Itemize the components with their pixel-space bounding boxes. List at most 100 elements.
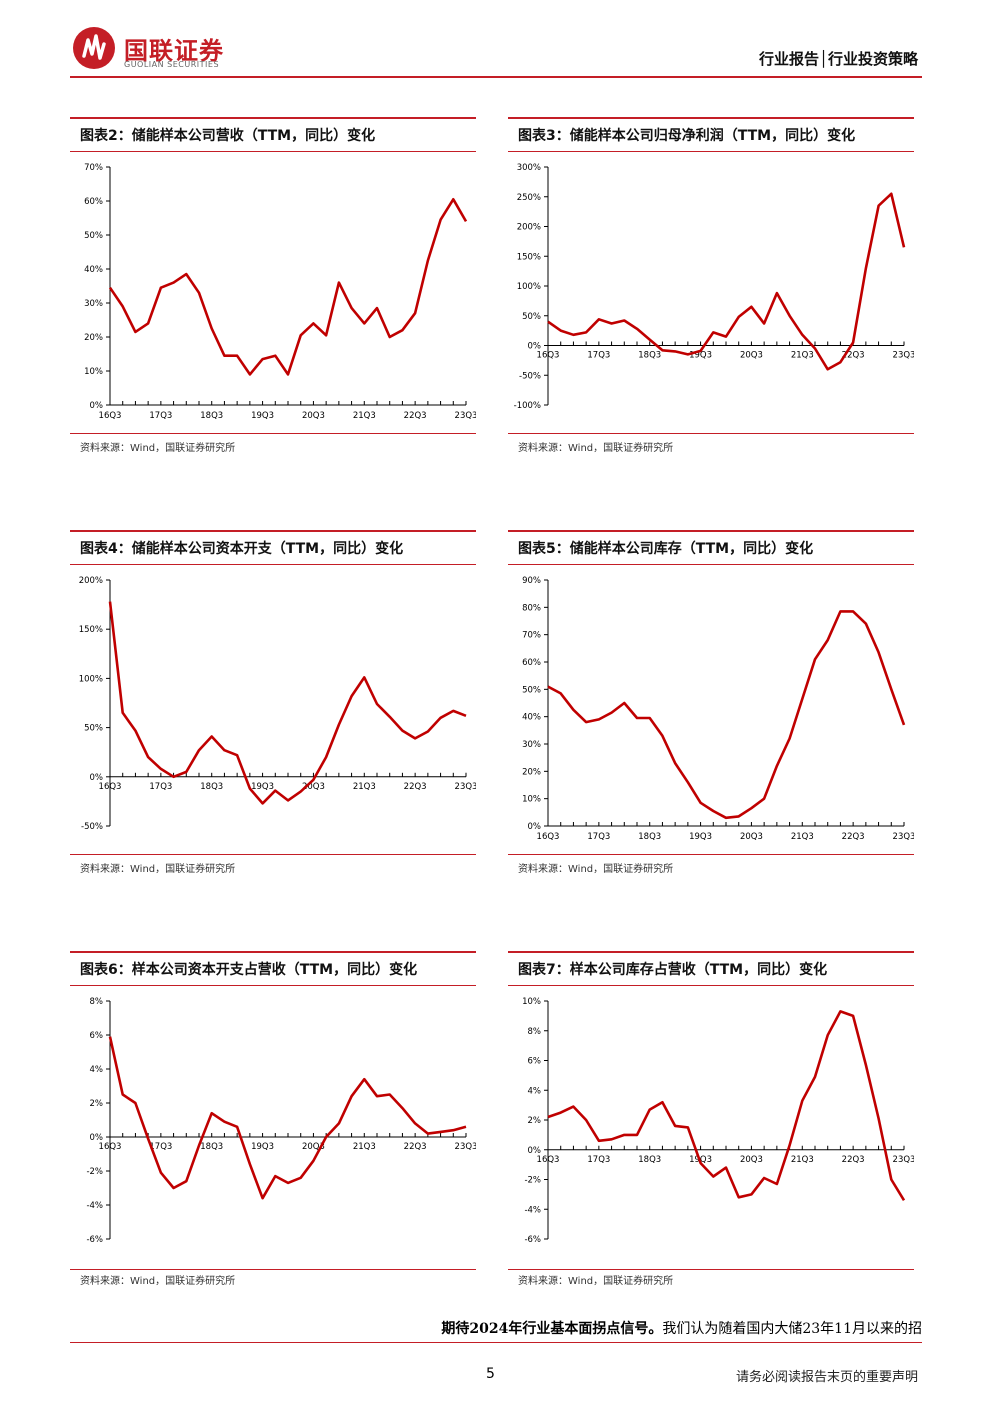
y-tick-label: -4% [86,1201,103,1211]
panel-source-rule [508,854,914,855]
x-tick-label: 20Q3 [740,832,763,842]
x-tick-label: 21Q3 [791,1155,814,1165]
y-tick-label: 0% [528,342,542,352]
x-tick-label: 21Q3 [791,832,814,842]
y-tick-label: 0% [90,401,104,411]
x-tick-label: 19Q3 [251,1142,274,1152]
x-tick-label: 17Q3 [587,1155,610,1165]
panel-source-rule [70,1269,476,1270]
panel-source-rule [70,854,476,855]
x-tick-label: 16Q3 [99,411,122,421]
x-tick-label: 18Q3 [200,1142,223,1152]
y-tick-label: 4% [90,1065,104,1075]
logo-english-name: GUOLIAN SECURITIES [124,60,220,69]
y-tick-label: 10% [522,795,541,805]
y-tick-label: -100% [514,401,541,411]
guolian-logo-icon [73,27,115,69]
x-tick-label: 23Q3 [893,351,914,361]
y-tick-label: 8% [90,997,104,1007]
x-tick-label: 20Q3 [740,351,763,361]
x-tick-label: 22Q3 [842,832,865,842]
chart-source: 资料来源：Wind，国联证券研究所 [518,1276,674,1287]
panel-top-rule [70,117,476,119]
chart-source: 资料来源：Wind，国联证券研究所 [518,443,674,454]
body-normal-text: 我们认为随着国内大储23年11月以来的招 [662,1321,922,1337]
y-tick-label: 10% [84,367,103,377]
page-number: 5 [486,1366,495,1382]
x-tick-label: 18Q3 [638,351,661,361]
series-line [108,601,467,805]
y-tick-label: -50% [519,371,541,381]
chart-capex-to-revenue: -6% -4% -2% 0% 2% 4% 6% 8% 16Q3 17Q3 18Q3 19Q3 20Q3 2… [86,997,476,1245]
y-tick-label: 4% [528,1086,542,1096]
x-tick-label: 17Q3 [149,411,172,421]
chart-inventory-to-revenue: -6%-4%-2%0%2%4%6%8%10%16Q3 17Q3 18Q3 19Q3 20… [522,997,914,1245]
y-tick-label: 50% [522,312,541,322]
y-tick-label: 100% [79,674,103,684]
x-tick-label: 18Q3 [200,782,223,792]
y-tick-label: 50% [84,724,103,734]
x-tick-label: 17Q3 [149,1142,172,1152]
footer-disclaimer: 请务必阅读报告末页的重要声明 [735,1370,918,1385]
body-paragraph: 期待2024年行业基本面拐点信号。我们认为随着国内大储23年11月以来的招 [70,1318,922,1338]
x-tick-label: 18Q3 [638,1155,661,1165]
x-tick-label: 20Q3 [302,411,325,421]
chart-source: 资料来源：Wind，国联证券研究所 [80,1276,236,1287]
y-tick-label: -2% [524,1176,541,1186]
y-tick-label: 150% [517,252,541,262]
panel-title-rule [508,985,914,986]
report-category: 行业报告│行业投资策略 [758,50,918,68]
x-tick-label: 22Q3 [842,1155,865,1165]
y-tick-label: -4% [524,1205,541,1215]
y-tick-label: 100% [517,282,541,292]
x-tick-label: 17Q3 [587,351,610,361]
chart-inventory-yoy: 0% 10% 20% 30% 40% 50% 60% 70% 80% 90% 16Q3 17Q3 18Q… [522,576,914,842]
x-tick-label: 23Q3 [455,782,476,792]
chart-capex-yoy: -50% 0% 50% 100% 150% 200% 16Q3 17Q3 18Q3 19Q3 20Q… [79,576,476,832]
x-tick-label: 18Q3 [200,411,223,421]
y-tick-label: 0% [90,773,104,783]
header-divider [70,76,922,78]
y-tick-label: 20% [84,333,103,343]
x-tick-label: 16Q3 [99,782,122,792]
footer-divider [70,1342,922,1343]
chart-source: 资料来源：Wind，国联证券研究所 [80,443,236,454]
x-tick-label: 21Q3 [791,351,814,361]
x-tick-label: 22Q3 [404,1142,427,1152]
y-tick-label: 40% [522,713,541,723]
y-tick-label: 90% [522,576,541,586]
panel-top-rule [508,951,914,953]
y-tick-label: 10% [522,997,541,1007]
x-tick-label: 22Q3 [404,411,427,421]
y-tick-label: 2% [528,1116,542,1126]
x-tick-label: 23Q3 [893,1155,914,1165]
x-tick-label: 21Q3 [353,411,376,421]
chart-net-profit-yoy: -100% -50% 0% 50% 100% 150% 200% 250% 300% 16Q3 17… [514,163,914,411]
y-tick-label: 60% [522,658,541,668]
panel-top-rule [508,530,914,532]
panel-title-rule [70,151,476,152]
y-tick-label: -2% [86,1167,103,1177]
x-tick-label: 19Q3 [251,782,274,792]
series-line [547,610,906,820]
x-tick-label: 16Q3 [537,351,560,361]
chart-source: 资料来源：Wind，国联证券研究所 [518,864,674,875]
panel-title-rule [70,564,476,565]
chart-title: 图表2：储能样本公司营收（TTM，同比）变化 [80,128,376,144]
y-tick-label: 2% [90,1099,104,1109]
x-tick-label: 17Q3 [587,832,610,842]
panel-title-rule [70,985,476,986]
x-tick-label: 16Q3 [537,1155,560,1165]
y-tick-label: 200% [517,223,541,233]
panel-top-rule [70,951,476,953]
x-tick-label: 16Q3 [99,1142,122,1152]
y-tick-label: 6% [90,1031,104,1041]
y-tick-label: -6% [86,1235,103,1245]
x-tick-label: 17Q3 [149,782,172,792]
y-tick-label: 40% [84,265,103,275]
y-tick-label: 200% [79,576,103,586]
x-tick-label: 23Q3 [455,411,476,421]
x-tick-label: 16Q3 [537,832,560,842]
x-tick-label: 22Q3 [842,351,865,361]
y-tick-label: -6% [524,1235,541,1245]
